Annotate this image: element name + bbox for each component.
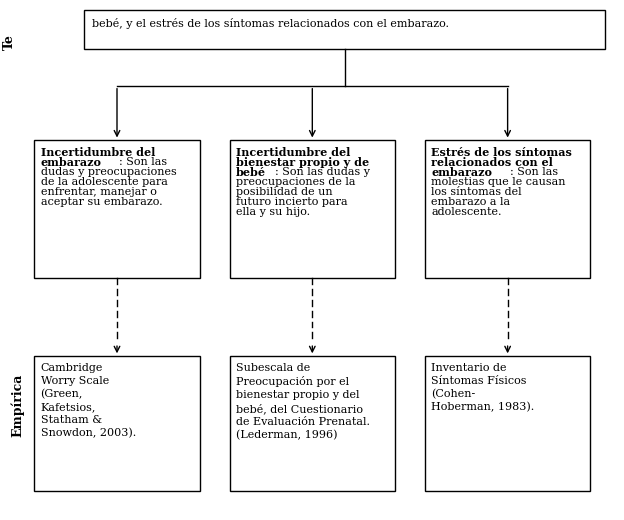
Text: de la adolescente para: de la adolescente para xyxy=(41,177,167,187)
Text: aceptar su embarazo.: aceptar su embarazo. xyxy=(41,197,162,207)
Bar xyxy=(425,140,590,278)
Text: adolescente.: adolescente. xyxy=(431,207,502,217)
Text: : Son las: : Son las xyxy=(119,157,167,167)
Text: embarazo: embarazo xyxy=(41,157,102,168)
Text: bebé: bebé xyxy=(236,167,266,178)
Text: : Son las: : Son las xyxy=(510,167,558,177)
Text: embarazo a la: embarazo a la xyxy=(431,197,510,207)
Text: Subescala de
Preocupación por el
bienestar propio y del
bebé, del Cuestionario
d: Subescala de Preocupación por el bienest… xyxy=(236,363,370,440)
Text: Empírica: Empírica xyxy=(11,374,24,437)
Text: posibilidad de un: posibilidad de un xyxy=(236,187,333,197)
Bar xyxy=(34,356,200,491)
Text: dudas y preocupaciones: dudas y preocupaciones xyxy=(41,167,177,177)
Bar xyxy=(230,140,395,278)
Text: molestias que le causan: molestias que le causan xyxy=(431,177,566,187)
Text: Cambridge
Worry Scale
(Green,
Kafetsios,
Statham &
Snowdon, 2003).: Cambridge Worry Scale (Green, Kafetsios,… xyxy=(41,363,136,438)
Text: bienestar propio y de: bienestar propio y de xyxy=(236,157,369,168)
Text: enfrentar, manejar o: enfrentar, manejar o xyxy=(41,187,157,197)
Text: ella y su hijo.: ella y su hijo. xyxy=(236,207,310,217)
Text: Incertidumbre del: Incertidumbre del xyxy=(236,147,350,158)
Bar xyxy=(84,10,605,49)
Text: los síntomas del: los síntomas del xyxy=(431,187,522,197)
Text: Te: Te xyxy=(3,34,16,50)
Text: Estrés de los síntomas: Estrés de los síntomas xyxy=(431,147,572,158)
Text: : Son las dudas y: : Son las dudas y xyxy=(275,167,369,177)
Bar xyxy=(230,356,395,491)
Text: embarazo: embarazo xyxy=(431,167,492,178)
Text: Incertidumbre del: Incertidumbre del xyxy=(41,147,155,158)
Bar xyxy=(425,356,590,491)
Text: futuro incierto para: futuro incierto para xyxy=(236,197,348,207)
Text: Inventario de
Síntomas Físicos
(Cohen-
Hoberman, 1983).: Inventario de Síntomas Físicos (Cohen- H… xyxy=(431,363,534,412)
Text: relacionados con el: relacionados con el xyxy=(431,157,553,168)
Text: bebé, y el estrés de los síntomas relacionados con el embarazo.: bebé, y el estrés de los síntomas relaci… xyxy=(92,18,449,29)
Bar xyxy=(34,140,200,278)
Text: preocupaciones de la: preocupaciones de la xyxy=(236,177,356,187)
